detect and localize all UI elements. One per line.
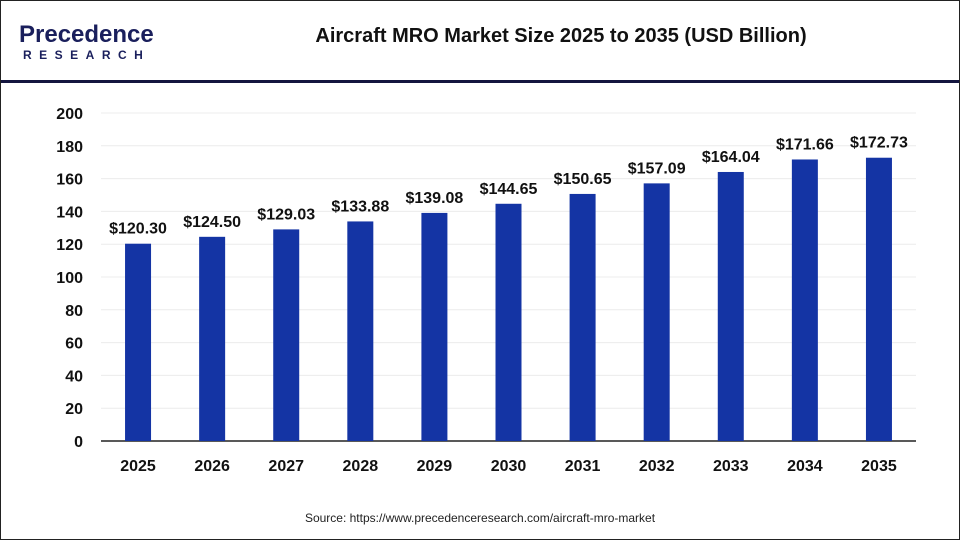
bar — [569, 193, 596, 441]
y-tick-label: 200 — [56, 106, 83, 123]
x-tick-label: 2031 — [565, 458, 601, 475]
y-tick-label: 160 — [56, 172, 83, 189]
y-tick-label: 40 — [65, 368, 83, 385]
bar — [717, 171, 744, 441]
y-tick-label: 20 — [65, 401, 83, 418]
x-tick-label: 2026 — [194, 458, 230, 475]
y-tick-label: 140 — [56, 204, 83, 221]
data-label: $164.04 — [702, 149, 760, 166]
chart-title: Aircraft MRO Market Size 2025 to 2035 (U… — [315, 25, 807, 47]
bar — [199, 236, 226, 441]
x-tick-label: 2027 — [268, 458, 304, 475]
y-tick-label: 120 — [56, 237, 83, 254]
data-label: $171.66 — [776, 136, 834, 153]
bar — [347, 221, 374, 441]
data-label: $144.65 — [480, 181, 538, 198]
logo-subtext: RESEARCH — [23, 48, 151, 62]
data-label: $157.09 — [628, 160, 686, 177]
x-tick-label: 2029 — [417, 458, 453, 475]
bar — [495, 203, 522, 441]
bar — [643, 183, 670, 441]
x-tick-label: 2032 — [639, 458, 675, 475]
bar — [125, 243, 152, 441]
source-text: Source: https://www.precedenceresearch.c… — [304, 511, 656, 525]
logo-text: Precedence — [19, 21, 154, 48]
data-label: $172.73 — [850, 135, 908, 152]
y-tick-label: 100 — [56, 270, 83, 287]
x-tick-label: 2035 — [861, 458, 897, 475]
data-label: $129.03 — [257, 206, 315, 223]
bar — [865, 157, 892, 442]
x-tick-label: 2033 — [713, 458, 749, 475]
y-tick-label: 80 — [65, 303, 83, 320]
data-label: $124.50 — [183, 214, 241, 231]
bar — [273, 229, 300, 441]
y-tick-label: 180 — [56, 139, 83, 156]
x-tick-label: 2028 — [343, 458, 379, 475]
y-tick-label: 0 — [74, 434, 83, 451]
header-divider — [1, 80, 959, 83]
bar — [791, 159, 818, 441]
x-tick-label: 2025 — [120, 458, 156, 475]
x-tick-label: 2030 — [491, 458, 527, 475]
data-label: $120.30 — [109, 221, 167, 238]
data-label: $150.65 — [554, 171, 612, 188]
y-tick-label: 60 — [65, 336, 83, 353]
data-label: $133.88 — [331, 198, 389, 215]
bar — [421, 212, 448, 441]
logo: Precedence RESEARCH — [19, 21, 159, 63]
x-tick-label: 2034 — [787, 458, 823, 475]
data-label: $139.08 — [405, 190, 463, 207]
